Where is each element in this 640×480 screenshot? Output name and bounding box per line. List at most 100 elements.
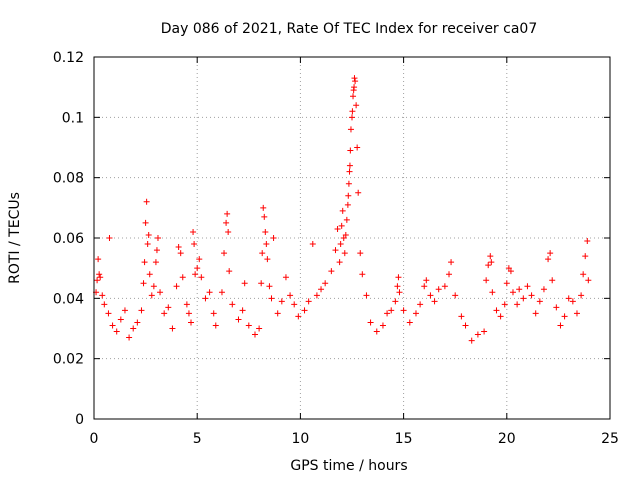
data-point bbox=[412, 310, 419, 317]
data-point bbox=[334, 225, 341, 232]
data-point bbox=[191, 241, 198, 248]
data-point bbox=[183, 301, 190, 308]
data-point bbox=[488, 259, 495, 266]
data-point bbox=[338, 222, 345, 229]
chart-title: Day 086 of 2021, Rate Of TEC Index for r… bbox=[161, 21, 537, 37]
data-point bbox=[268, 295, 275, 302]
data-point bbox=[223, 219, 230, 226]
data-point bbox=[225, 228, 232, 235]
data-point bbox=[384, 310, 391, 317]
x-tick-label: 5 bbox=[193, 431, 202, 447]
data-point bbox=[507, 268, 514, 275]
data-point bbox=[301, 307, 308, 314]
data-point bbox=[394, 283, 401, 290]
data-point bbox=[392, 298, 399, 305]
data-point bbox=[549, 277, 556, 284]
data-point bbox=[245, 322, 252, 329]
data-point bbox=[141, 259, 148, 266]
data-point bbox=[173, 283, 180, 290]
data-point bbox=[578, 292, 585, 299]
data-point bbox=[175, 244, 182, 251]
data-point bbox=[157, 289, 164, 296]
x-tick-label: 15 bbox=[395, 431, 413, 447]
data-point bbox=[196, 256, 203, 263]
y-tick-label: 0.08 bbox=[53, 171, 84, 187]
data-point bbox=[202, 295, 209, 302]
data-point bbox=[337, 241, 344, 248]
y-tick-label: 0.04 bbox=[53, 291, 84, 307]
data-point bbox=[340, 235, 347, 241]
x-tick-label: 25 bbox=[601, 431, 619, 447]
data-point bbox=[130, 325, 137, 332]
data-point bbox=[169, 325, 176, 332]
data-point bbox=[489, 289, 496, 296]
data-point bbox=[150, 283, 157, 290]
data-point bbox=[400, 307, 407, 314]
data-point bbox=[557, 322, 564, 329]
data-point bbox=[226, 268, 233, 275]
data-point bbox=[339, 207, 346, 214]
data-point bbox=[367, 319, 374, 326]
data-point bbox=[291, 301, 298, 308]
data-point bbox=[431, 298, 438, 305]
data-point bbox=[351, 84, 358, 91]
data-point bbox=[332, 247, 339, 254]
data-point bbox=[346, 162, 353, 169]
data-point bbox=[106, 235, 113, 241]
data-point bbox=[138, 307, 145, 314]
data-point bbox=[584, 238, 591, 245]
data-point bbox=[190, 228, 197, 235]
data-point bbox=[270, 235, 277, 241]
data-point bbox=[263, 241, 270, 248]
data-point bbox=[379, 322, 386, 329]
data-point bbox=[417, 301, 424, 308]
data-point bbox=[582, 253, 589, 260]
y-tick-label: 0.06 bbox=[53, 231, 84, 247]
data-point bbox=[349, 114, 355, 121]
data-point bbox=[351, 75, 358, 82]
data-point bbox=[569, 298, 576, 305]
data-point bbox=[342, 231, 349, 238]
data-point bbox=[435, 286, 442, 293]
y-axis-label: ROTI / TECUs bbox=[7, 192, 23, 284]
data-point bbox=[121, 307, 128, 314]
data-point bbox=[148, 292, 155, 299]
x-tick-label: 20 bbox=[498, 431, 516, 447]
data-point bbox=[218, 289, 225, 296]
y-tick-label: 0.12 bbox=[53, 50, 84, 66]
data-point bbox=[192, 271, 199, 278]
data-point bbox=[322, 280, 329, 287]
data-point bbox=[458, 313, 465, 320]
data-point bbox=[503, 280, 510, 287]
data-point bbox=[341, 250, 348, 257]
data-point bbox=[355, 189, 362, 196]
data-point bbox=[344, 201, 351, 208]
data-point bbox=[336, 259, 343, 266]
x-tick-label: 0 bbox=[90, 431, 99, 447]
data-point bbox=[359, 271, 366, 278]
data-point bbox=[210, 310, 217, 317]
data-point bbox=[224, 210, 231, 217]
data-point bbox=[295, 313, 302, 320]
data-point bbox=[396, 289, 403, 296]
data-points bbox=[93, 75, 592, 344]
data-point bbox=[259, 250, 266, 257]
data-point bbox=[514, 301, 521, 308]
data-point bbox=[109, 322, 116, 329]
data-point bbox=[274, 310, 281, 317]
data-point bbox=[485, 262, 492, 269]
data-point bbox=[264, 256, 271, 263]
data-point bbox=[345, 180, 352, 187]
data-point bbox=[194, 265, 201, 272]
data-point bbox=[251, 331, 258, 338]
data-point bbox=[287, 292, 294, 299]
data-point bbox=[528, 292, 535, 299]
data-point bbox=[153, 247, 160, 254]
data-point bbox=[126, 334, 133, 341]
data-point bbox=[493, 307, 500, 314]
data-point bbox=[532, 310, 539, 317]
data-point bbox=[105, 310, 112, 317]
data-point bbox=[239, 307, 246, 314]
data-point bbox=[146, 271, 153, 278]
